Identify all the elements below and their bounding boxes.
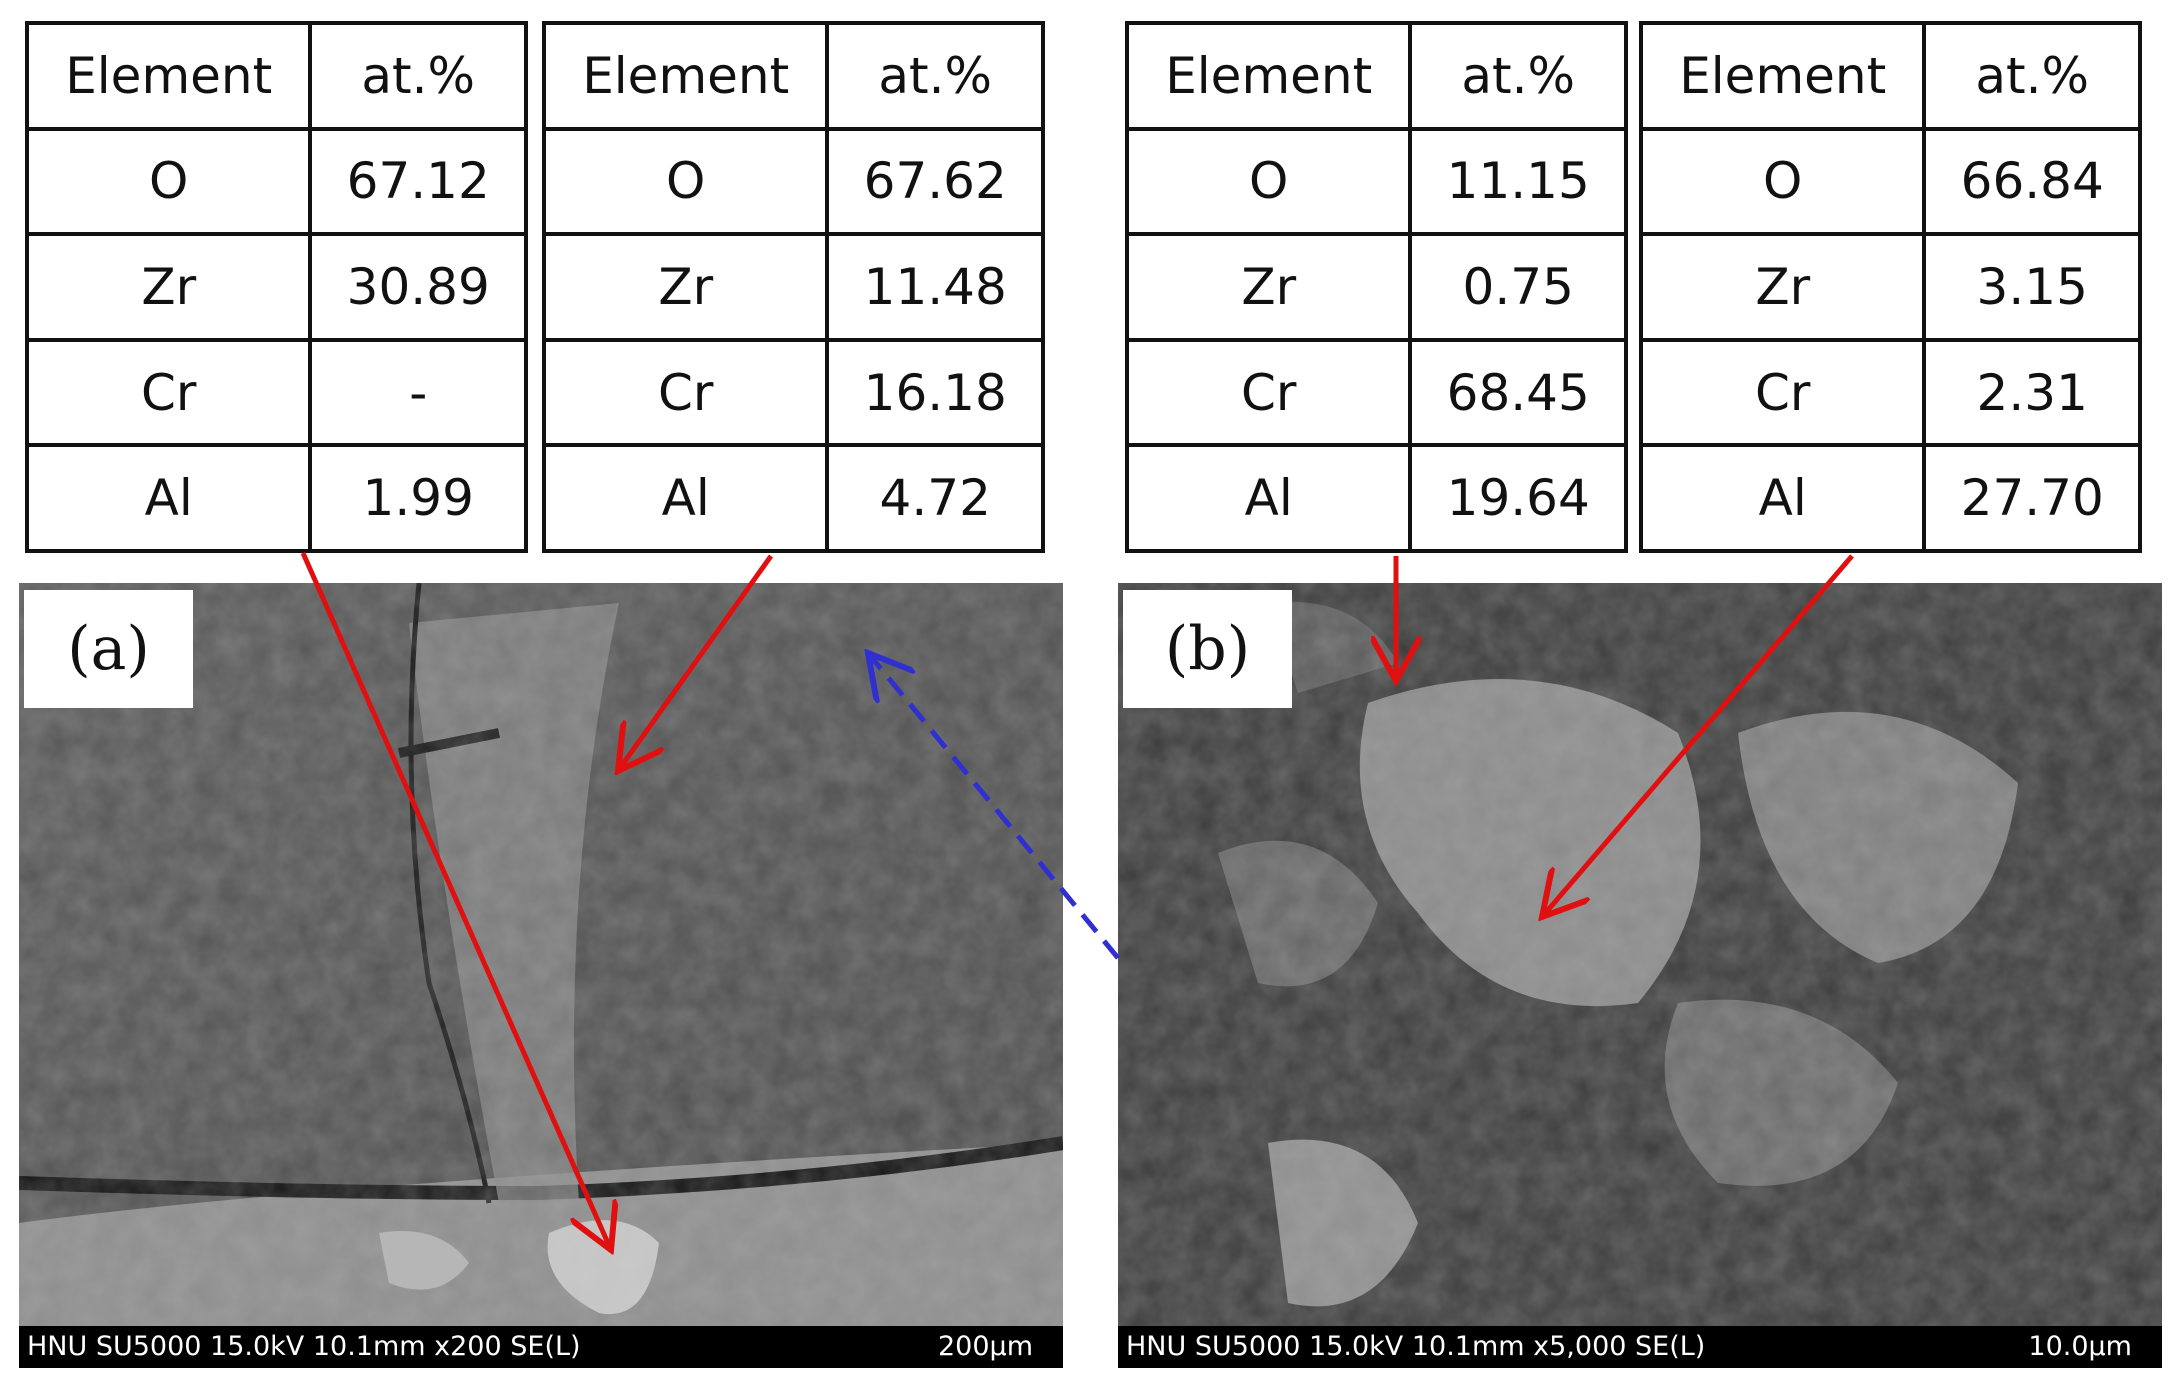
cell: 11.48 [825,232,1045,342]
cell: Zr [1124,232,1413,342]
cell: 27.70 [1922,443,2142,553]
cell: O [1638,126,1927,237]
cell: O [541,126,830,237]
header-cell: Element [1638,21,1927,131]
cell: 16.18 [825,337,1045,448]
row: Cr 16.18 [541,337,1045,448]
cell: Cr [1124,337,1413,448]
row: O 67.12 [24,126,528,237]
row: Al 19.64 [1124,443,1628,553]
composition-table: Element at.% O 67.62 Zr 11.48 Cr 16.18 Al 4.72 [541,21,1045,553]
scale-label: 200μm [937,1331,1033,1362]
composition-table: Element at.% O 11.15 Zr 0.75 Cr 68.45 Al 19.64 [1124,21,1628,553]
row: Al 27.70 [1638,443,2142,553]
cell: Al [1638,443,1927,553]
header-cell: Element [1124,21,1413,131]
cell: Cr [24,337,313,448]
row: Al 4.72 [541,443,1045,553]
header-cell: at.% [1922,21,2142,131]
sem-image-a: (a) HNU SU5000 15.0kV 10.1mm x200 SE(L) … [19,583,1063,1368]
header-row: Element at.% [1638,21,2142,131]
row: Zr 0.75 [1124,232,1628,342]
arrow [1542,554,1854,917]
cell: 67.12 [308,126,528,237]
header-cell: at.% [825,21,1045,131]
header-cell: at.% [308,21,528,131]
cell: - [308,337,528,448]
info-bar: HNU SU5000 15.0kV 10.1mm x200 SE(L) 200μ… [19,1326,1063,1368]
row: O 67.62 [541,126,1045,237]
panel-label: (a) [24,590,193,708]
scale-label: 10.0μm [2028,1331,2132,1362]
cell: Al [1124,443,1413,553]
cell: Zr [24,232,313,342]
composition-table: Element at.% O 67.12 Zr 30.89 Cr - Al 1.99 [24,21,528,553]
arrow [618,554,774,771]
header-row: Element at.% [24,21,528,131]
header-row: Element at.% [1124,21,1628,131]
composition-table: Element at.% O 66.84 Zr 3.15 Cr 2.31 Al 27.70 [1638,21,2142,553]
dashed-arrow [868,653,1120,960]
cell: 3.15 [1922,232,2142,342]
arrow [300,551,611,1250]
cell: Zr [1638,232,1927,342]
header-cell: Element [24,21,313,131]
instrument-info: HNU SU5000 15.0kV 10.1mm x200 SE(L) [27,1331,581,1362]
row: Zr 30.89 [24,232,528,342]
cell: O [24,126,313,237]
header-cell: Element [541,21,830,131]
row: O 66.84 [1638,126,2142,237]
cell: Cr [1638,337,1927,448]
header-cell: at.% [1408,21,1628,131]
micrograph [19,583,1063,1368]
micrograph [1118,583,2162,1368]
cell: Zr [541,232,830,342]
cell: 4.72 [825,443,1045,553]
cell: 66.84 [1922,126,2142,237]
cell: 19.64 [1408,443,1628,553]
cell: 2.31 [1922,337,2142,448]
row: Cr 68.45 [1124,337,1628,448]
row: Cr - [24,337,528,448]
sem-image-b: (b) HNU SU5000 15.0kV 10.1mm x5,000 SE(L… [1118,583,2162,1368]
cell: 11.15 [1408,126,1628,237]
header-row: Element at.% [541,21,1045,131]
instrument-info: HNU SU5000 15.0kV 10.1mm x5,000 SE(L) [1126,1331,1706,1362]
row: Al 1.99 [24,443,528,553]
cell: 30.89 [308,232,528,342]
cell: 68.45 [1408,337,1628,448]
cell: 1.99 [308,443,528,553]
cell: O [1124,126,1413,237]
info-bar: HNU SU5000 15.0kV 10.1mm x5,000 SE(L) 10… [1118,1326,2162,1368]
panel-label: (b) [1123,590,1292,708]
row: Zr 3.15 [1638,232,2142,342]
row: Zr 11.48 [541,232,1045,342]
row: O 11.15 [1124,126,1628,237]
cell: 67.62 [825,126,1045,237]
cell: Al [24,443,313,553]
row: Cr 2.31 [1638,337,2142,448]
cell: 0.75 [1408,232,1628,342]
cell: Cr [541,337,830,448]
cell: Al [541,443,830,553]
